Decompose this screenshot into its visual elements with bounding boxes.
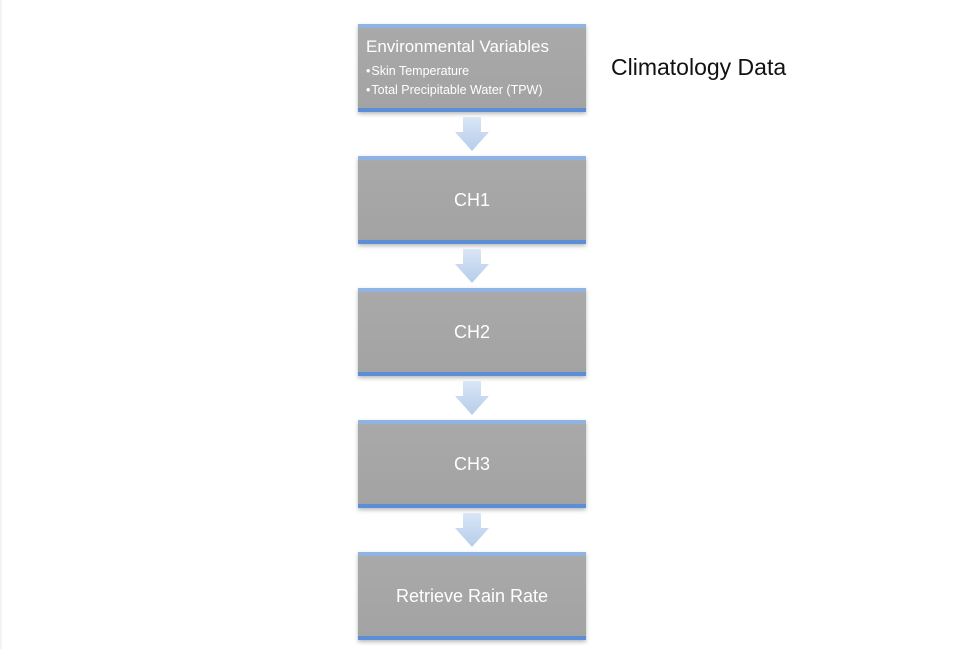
bullet-glyph: •: [366, 83, 371, 97]
variable-label: Total Precipitable Water (TPW): [371, 83, 543, 97]
step-title: CH3: [453, 453, 490, 474]
climatology-data-label: Climatology Data: [611, 54, 787, 80]
variable-list: •Skin Temperature •Total Precipitable Wa…: [366, 62, 578, 100]
step-environmental-variables: Environmental Variables •Skin Temperatur…: [358, 24, 586, 112]
left-edge-shade: [0, 0, 2, 649]
step-retrieve-rain-rate: Retrieve Rain Rate: [358, 552, 586, 640]
down-arrow-icon: [455, 249, 489, 283]
step-title: Retrieve Rain Rate: [395, 585, 549, 606]
step-ch3: CH3: [358, 420, 586, 508]
step-title: CH1: [453, 189, 490, 210]
variable-item-tpw: •Total Precipitable Water (TPW): [366, 81, 578, 100]
down-arrow-icon: [455, 513, 489, 547]
step-title: Environmental Variables: [366, 37, 549, 56]
down-arrow-icon: [455, 381, 489, 415]
step-ch1: CH1: [358, 156, 586, 244]
variable-item-skin-temperature: •Skin Temperature: [366, 62, 578, 81]
bullet-glyph: •: [366, 64, 371, 78]
down-arrow-icon: [455, 117, 489, 151]
variable-label: Skin Temperature: [371, 64, 470, 78]
step-title: CH2: [453, 321, 490, 342]
step-ch2: CH2: [358, 288, 586, 376]
